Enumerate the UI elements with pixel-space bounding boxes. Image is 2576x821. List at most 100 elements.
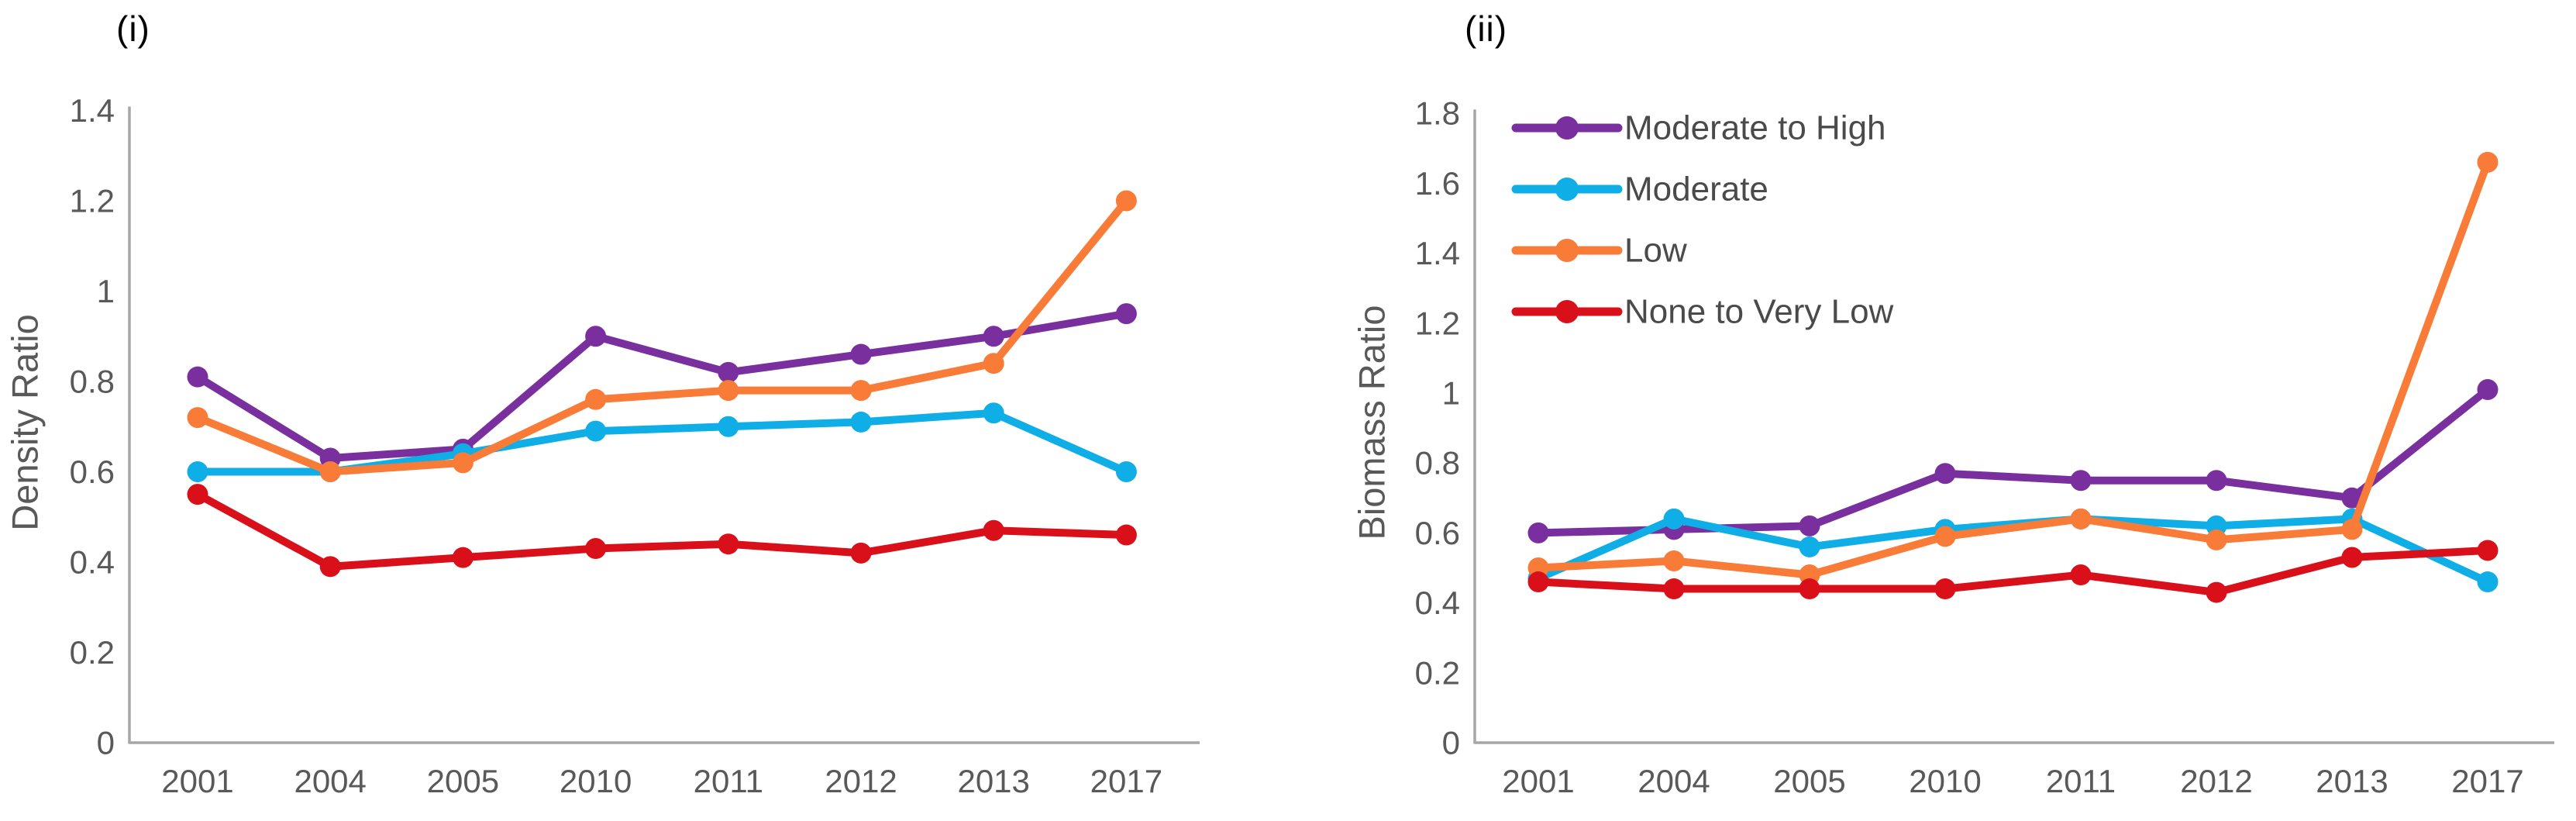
x-tick-label: 2004 — [1638, 763, 1710, 799]
x-tick-label: 2001 — [1502, 763, 1574, 799]
data-point-marker — [2341, 519, 2363, 540]
data-point-marker — [585, 420, 607, 442]
x-tick-label: 2005 — [427, 763, 499, 799]
data-point-marker — [2070, 508, 2092, 530]
data-point-marker — [187, 407, 208, 429]
data-point-marker — [585, 388, 607, 410]
biomass-ratio-chart: 1.8 1.6 1.4 1.2 1 0.8 0.6 0.4 0.2 0 2001 2004 2005 20… — [1415, 95, 2554, 799]
data-point-marker — [1115, 461, 1137, 482]
data-point-marker — [1934, 578, 1956, 600]
series-line — [1534, 158, 2492, 579]
data-point-marker — [585, 538, 607, 560]
y-tick-label: 1.8 — [1415, 95, 1460, 132]
data-point-marker — [187, 484, 208, 505]
data-point-marker — [718, 533, 739, 555]
data-point-marker — [850, 343, 872, 365]
data-point-marker — [2206, 529, 2227, 550]
panel-i-title: (i) — [116, 9, 150, 49]
y-tick-label: 0.8 — [70, 364, 115, 400]
x-tick-label: 2001 — [161, 763, 233, 799]
data-point-marker — [718, 416, 739, 437]
data-point-marker — [2070, 564, 2092, 586]
y-tick-label: 1 — [97, 273, 115, 309]
data-point-marker — [983, 353, 1004, 374]
y-tick-label: 0 — [97, 725, 115, 761]
data-point-marker — [1663, 550, 1685, 571]
data-point-marker — [1115, 190, 1137, 212]
data-point-marker — [1663, 578, 1685, 600]
data-point-marker — [2477, 151, 2499, 173]
data-point-marker — [1115, 303, 1137, 325]
legend-item-marker — [1555, 178, 1579, 201]
data-point-marker — [319, 556, 341, 578]
x-tick-label: 2012 — [2180, 763, 2252, 799]
data-point-marker — [2206, 470, 2227, 492]
data-point-marker — [983, 519, 1004, 541]
data-point-marker — [2341, 487, 2363, 509]
data-point-marker — [1115, 524, 1137, 546]
data-point-marker — [718, 380, 739, 402]
y-tick-label: 0.6 — [70, 454, 115, 490]
y-tick-label: 0.2 — [1415, 654, 1460, 691]
x-tick-label: 2013 — [957, 763, 1029, 799]
data-point-marker — [850, 411, 872, 433]
series-line — [194, 197, 1131, 476]
legend-item-marker — [1555, 116, 1579, 140]
x-tick-label: 2005 — [1773, 763, 1845, 799]
y-tick-label: 1.6 — [1415, 165, 1460, 202]
x-tick-label: 2010 — [560, 763, 632, 799]
data-point-marker — [1799, 536, 1820, 557]
data-point-marker — [1799, 578, 1820, 600]
data-point-marker — [1663, 508, 1685, 530]
data-point-marker — [319, 461, 341, 482]
y-tick-label: 0.2 — [70, 634, 115, 671]
data-point-marker — [983, 326, 1004, 347]
y-tick-label: 1.2 — [70, 183, 115, 219]
data-point-marker — [850, 380, 872, 402]
y-tick-label: 0.4 — [70, 544, 115, 581]
data-point-marker — [187, 461, 208, 482]
density-ratio-chart: 1.4 1.2 1 0.8 0.6 0.4 0.2 0 2001 2004 2005 2010 2011… — [70, 92, 1200, 799]
data-point-marker — [850, 542, 872, 564]
x-tick-label: 2004 — [294, 763, 366, 799]
legend-item-marker — [1555, 239, 1579, 262]
series-line — [194, 490, 1131, 571]
legend-item-label: Moderate to High — [1624, 109, 1886, 147]
data-point-marker — [452, 547, 474, 568]
data-point-marker — [2341, 547, 2363, 568]
data-point-marker — [983, 402, 1004, 424]
x-tick-label: 2017 — [1090, 763, 1162, 799]
y-tick-label: 0 — [1442, 725, 1460, 761]
y-tick-label: 1 — [1442, 375, 1460, 412]
data-point-marker — [452, 452, 474, 474]
data-point-marker — [2477, 540, 2499, 561]
data-point-marker — [1934, 463, 1956, 485]
data-point-marker — [1527, 571, 1549, 593]
y-tick-label: 1.4 — [1415, 235, 1460, 271]
series-line — [1534, 546, 2492, 597]
series-line — [194, 309, 1131, 463]
panel-ii-title: (ii) — [1465, 9, 1508, 49]
data-point-marker — [2477, 378, 2499, 400]
data-point-marker — [718, 361, 739, 383]
data-point-marker — [1934, 526, 1956, 547]
x-tick-label: 2011 — [2046, 763, 2116, 799]
y-tick-label: 0.8 — [1415, 445, 1460, 481]
data-point-marker — [585, 326, 607, 347]
legend-item-label: Low — [1624, 232, 1687, 270]
x-tick-label: 2012 — [825, 763, 897, 799]
data-point-marker — [2477, 571, 2499, 593]
y-tick-label: 0.6 — [1415, 515, 1460, 551]
data-point-marker — [1527, 522, 1549, 543]
series-line — [1534, 385, 2492, 537]
x-tick-label: 2013 — [2316, 763, 2388, 799]
data-point-marker — [1799, 515, 1820, 536]
legend-item-marker — [1555, 300, 1579, 323]
y-tick-label: 1.2 — [1415, 305, 1460, 341]
data-point-marker — [2070, 470, 2092, 492]
y-tick-label: 0.4 — [1415, 585, 1460, 621]
legend-item-label: Moderate — [1624, 171, 1768, 209]
x-tick-label: 2017 — [2451, 763, 2523, 799]
legend-item-label: None to Very Low — [1624, 293, 1894, 331]
